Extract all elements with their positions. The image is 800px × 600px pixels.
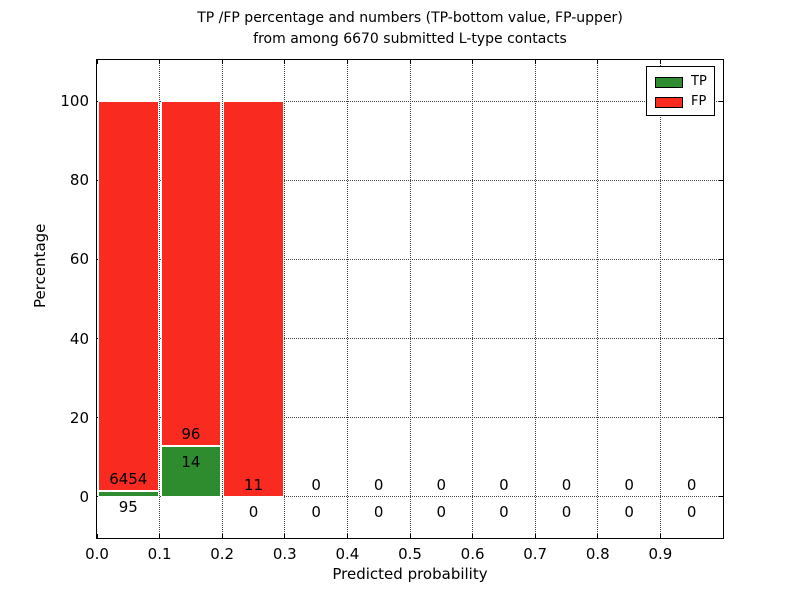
x-tick-bottom xyxy=(534,534,536,538)
gridline-x xyxy=(346,60,348,538)
fp-count-label: 11 xyxy=(243,475,264,494)
x-tick-bottom xyxy=(409,534,411,538)
fp-count-label: 0 xyxy=(686,475,697,494)
x-tick-label: 0.2 xyxy=(210,545,235,563)
x-tick-bottom xyxy=(221,534,223,538)
tp-count-label: 0 xyxy=(561,503,572,522)
legend-swatch-fp xyxy=(655,96,683,108)
x-tick-label: 0.9 xyxy=(648,545,673,563)
y-tick-label: 0 xyxy=(79,487,89,506)
x-tick-label: 0.0 xyxy=(85,545,109,563)
y-tick-left xyxy=(97,496,101,498)
x-tick-top xyxy=(159,60,161,64)
x-tick-label: 0.7 xyxy=(523,545,548,563)
tp-count-label: 0 xyxy=(686,503,697,522)
gridline-x xyxy=(409,60,411,538)
fp-count-label: 0 xyxy=(561,475,572,494)
tp-count-label: 0 xyxy=(436,503,447,522)
x-tick-top xyxy=(96,60,98,64)
x-tick-bottom xyxy=(159,534,161,538)
fp-count-label: 0 xyxy=(499,475,509,494)
x-tick-label: 0.4 xyxy=(335,545,360,563)
x-tick-bottom xyxy=(284,534,286,538)
x-tick-top xyxy=(597,60,599,64)
gridline-x xyxy=(472,60,474,538)
chart-title-line1: TP /FP percentage and numbers (TP-bottom… xyxy=(197,10,623,26)
y-tick-right xyxy=(719,417,723,418)
tp-count-label: 0 xyxy=(499,503,509,522)
legend-item-fp: FP xyxy=(647,92,714,112)
tp-count-label: 14 xyxy=(181,453,201,472)
x-tick-top xyxy=(346,60,348,64)
tp-count-label: 0 xyxy=(311,503,321,522)
x-tick-label: 0.6 xyxy=(460,545,485,563)
x-tick-bottom xyxy=(597,534,599,538)
x-tick-bottom xyxy=(472,534,474,538)
y-tick-right xyxy=(719,338,723,339)
x-tick-top xyxy=(472,60,474,64)
fp-count-label: 0 xyxy=(311,475,321,494)
x-tick-top xyxy=(534,60,536,64)
gridline-x xyxy=(659,60,661,538)
bar-tp xyxy=(98,490,159,497)
y-tick-label: 20 xyxy=(69,408,89,427)
legend-swatch-tp xyxy=(655,76,683,88)
grid-layer xyxy=(96,60,723,538)
count-label-layer: 6454 95 96 14 11 0 0 0 0 0 0 0 0 0 0 0 0 0 0 0 xyxy=(97,60,723,538)
fp-count-label: 0 xyxy=(624,475,634,494)
tp-count-label: 0 xyxy=(373,503,384,522)
legend-label-tp: TP xyxy=(691,74,707,89)
gridline-x xyxy=(534,60,536,538)
y-tick-label: 40 xyxy=(69,329,89,348)
y-axis-label: Percentage xyxy=(31,223,49,308)
y-tick-right xyxy=(719,179,723,181)
gridline-x xyxy=(159,60,161,538)
y-tick-label: 60 xyxy=(69,250,89,269)
gridline-x xyxy=(597,60,599,538)
x-tick-bottom xyxy=(659,534,661,538)
legend-label-fp: FP xyxy=(691,94,707,109)
x-tick-label: 0.1 xyxy=(147,545,172,563)
bar-tp xyxy=(160,446,222,497)
gridline-x xyxy=(221,60,223,538)
x-tick-bottom xyxy=(96,534,98,538)
x-tick-top xyxy=(409,60,411,64)
plot-area: 6454 95 96 14 11 0 0 0 0 0 0 0 0 0 0 0 0 0 0 0 TP FP xyxy=(96,59,724,539)
tp-count-label: 95 xyxy=(118,497,138,516)
bar-fp xyxy=(160,101,222,447)
legend: TP FP xyxy=(646,66,715,116)
x-tick-label: 0.5 xyxy=(398,545,422,563)
y-tick-label: 100 xyxy=(60,92,89,111)
x-tick-top xyxy=(284,60,286,64)
tp-count-label: 0 xyxy=(624,503,634,522)
x-tick-top xyxy=(221,60,223,64)
legend-item-tp: TP xyxy=(647,72,714,92)
fp-count-label: 96 xyxy=(181,425,201,444)
bar-fp xyxy=(98,101,159,491)
x-tick-bottom xyxy=(346,534,348,538)
chart-title: TP /FP percentage and numbers (TP-bottom… xyxy=(97,8,723,50)
y-tick-right xyxy=(719,496,723,498)
bar-fp xyxy=(223,101,284,497)
x-axis-label: Predicted probability xyxy=(332,565,488,583)
x-tick-label: 0.3 xyxy=(272,545,297,563)
y-tick-right xyxy=(719,100,723,102)
tp-count-label: 0 xyxy=(248,503,259,522)
x-tick-top xyxy=(659,60,661,64)
y-tick-right xyxy=(719,258,723,260)
y-tick-label: 80 xyxy=(69,171,89,190)
x-tick-label: 0.8 xyxy=(585,545,610,563)
fp-count-label: 0 xyxy=(436,475,447,494)
fp-count-label: 0 xyxy=(373,475,384,494)
bar-layer xyxy=(97,60,723,538)
gridline-x xyxy=(284,60,286,538)
fp-count-label: 6454 xyxy=(109,469,148,488)
chart-title-line2: from among 6670 submitted L-type contact… xyxy=(253,31,567,47)
